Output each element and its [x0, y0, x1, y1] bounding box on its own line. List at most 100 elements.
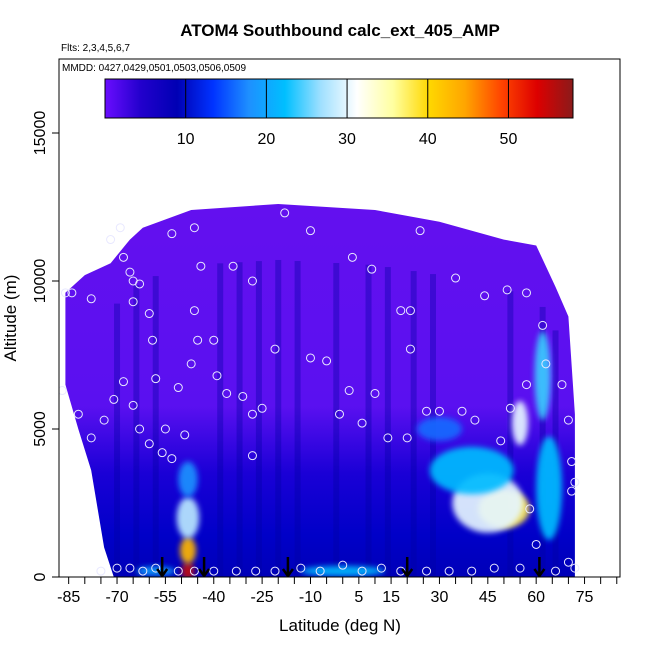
sample-point [457, 406, 467, 416]
sample-point [280, 208, 290, 218]
colorbar-tick-label: 50 [500, 131, 518, 148]
sample-point [212, 371, 222, 381]
sample-point [247, 276, 257, 286]
y-axis-label: Altitude (m) [1, 275, 20, 362]
sample-point [305, 353, 315, 363]
profile-markers [156, 557, 546, 577]
profile-arrow-head [281, 568, 294, 577]
sample-point [315, 566, 325, 576]
sample-point [186, 359, 196, 369]
sample-point [251, 566, 261, 576]
x-tick-label: -10 [299, 589, 322, 606]
sample-point [338, 560, 348, 570]
sample-point [167, 454, 177, 464]
sample-point [228, 261, 238, 271]
profile-band [384, 267, 391, 577]
sample-point [531, 539, 541, 549]
sample-point [257, 403, 267, 413]
sample-point [59, 386, 67, 396]
profile-band [507, 291, 514, 577]
sample-point [415, 226, 425, 236]
sample-point [99, 415, 109, 425]
sample-point [209, 566, 219, 576]
sample-point [138, 566, 148, 576]
x-tick-label: 75 [576, 589, 594, 606]
sample-point [173, 566, 183, 576]
profile-band [333, 263, 340, 577]
sample-point [367, 264, 377, 274]
sample-point [467, 566, 477, 576]
sample-point [322, 356, 332, 366]
profile-arrow-head [198, 568, 211, 577]
sample-point [125, 563, 135, 573]
profile-band [365, 264, 372, 577]
sample-point [522, 288, 531, 298]
sample-point [193, 335, 203, 345]
sample-point [563, 557, 573, 567]
hotspot-layer [136, 331, 562, 577]
colorbar-rect [104, 78, 574, 119]
flights-note: Flts: 2,3,4,5,6,7 [61, 43, 130, 54]
profile-band [152, 276, 159, 577]
x-tick-label: -70 [105, 589, 128, 606]
colorbar-tick-label: 40 [419, 131, 437, 148]
sample-point [557, 380, 567, 390]
profile-band [410, 271, 417, 577]
x-tick-label: -85 [57, 589, 80, 606]
sample-point [128, 297, 138, 307]
sample-points [59, 208, 580, 576]
x-tick-label: -25 [251, 589, 274, 606]
profile-band [255, 261, 262, 577]
sample-point [118, 377, 128, 387]
colorbar-tick-label: 30 [338, 131, 356, 148]
sample-point [470, 415, 480, 425]
sample-point [189, 566, 199, 576]
sample-point [118, 252, 128, 262]
sample-point [567, 457, 577, 467]
sample-point [396, 306, 406, 316]
y-tick-label: 0 [32, 572, 49, 581]
sample-point [96, 566, 106, 576]
sample-point [106, 235, 116, 245]
sample-point [135, 424, 145, 434]
colorbar-tick-label: 20 [257, 131, 275, 148]
colorbar-tick-label: 10 [177, 131, 195, 148]
colorbar: 10 20 30 40 50 [104, 78, 574, 148]
sample-point [270, 566, 280, 576]
extinction-hotspot [300, 565, 385, 577]
sample-point [422, 406, 432, 416]
sample-point [515, 563, 525, 573]
plot-area [59, 204, 580, 577]
sample-point [125, 267, 135, 277]
sample-point [209, 335, 219, 345]
sample-point [344, 386, 354, 396]
sample-point [247, 451, 257, 461]
sample-point [538, 320, 548, 330]
sample-point [357, 566, 367, 576]
sample-point [115, 223, 125, 233]
sample-point [67, 288, 77, 298]
sample-point [405, 306, 415, 316]
sample-point [222, 388, 232, 398]
profile-band [294, 260, 301, 577]
sample-point [296, 563, 306, 573]
sample-point [109, 394, 119, 404]
sample-point [570, 563, 580, 573]
sample-point [405, 344, 415, 354]
sample-point [541, 359, 551, 369]
sample-point [128, 400, 138, 410]
y-tick-label: 5000 [32, 411, 49, 447]
sample-point [505, 403, 515, 413]
extinction-hotspot [136, 566, 176, 576]
profile-arrow-head [156, 568, 169, 577]
sample-point [335, 409, 344, 419]
extinction-hotspot [181, 562, 195, 577]
sample-point [357, 418, 367, 428]
x-axis: -85 -70 -55 -40 -25 -10 5 15 30 45 60 75 [57, 576, 618, 606]
sample-point [60, 288, 70, 298]
sample-point [522, 380, 531, 390]
hotspot-group [136, 331, 562, 577]
sample-point [563, 415, 573, 425]
sample-point [551, 566, 561, 576]
sample-point [144, 309, 154, 319]
